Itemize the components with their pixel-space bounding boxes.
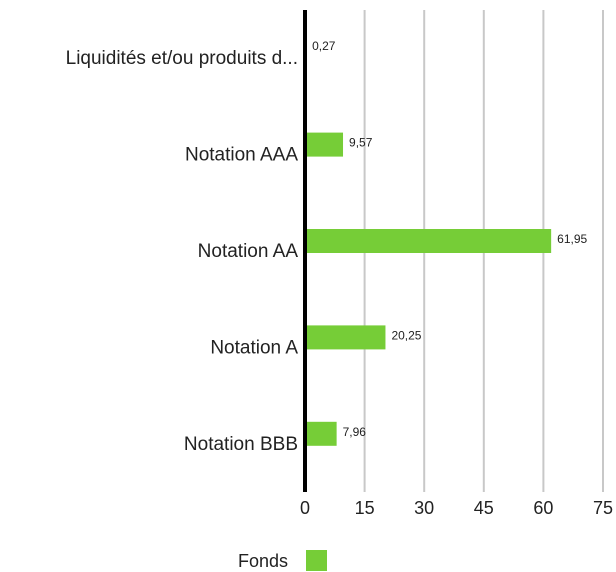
- data-label: 61,95: [557, 232, 587, 246]
- x-tick-label: 60: [533, 498, 553, 518]
- category-label: Liquidités et/ou produits d...: [66, 48, 298, 69]
- legend-label: Fonds: [238, 551, 289, 571]
- bar: [305, 132, 344, 157]
- data-label: 20,25: [391, 328, 421, 342]
- x-tick-label: 0: [300, 498, 310, 518]
- x-tick-label: 45: [474, 498, 494, 518]
- data-labels: 0,27 9,57 61,95 20,25 7,96: [312, 39, 587, 439]
- category-labels: Liquidités et/ou produits d... Notation A…: [66, 48, 299, 455]
- bar: [305, 229, 552, 253]
- x-tick-label: 30: [414, 498, 434, 518]
- x-tick-labels: 0 15 30 45 60 75: [300, 498, 613, 518]
- category-label: Notation BBB: [184, 434, 298, 455]
- bar: [305, 325, 386, 350]
- legend: Fonds: [0, 548, 616, 572]
- legend-swatch: [306, 550, 327, 571]
- x-tick-label: 15: [355, 498, 375, 518]
- category-label: Notation A: [210, 337, 298, 358]
- category-label: Notation AAA: [185, 145, 298, 166]
- data-label: 9,57: [349, 136, 373, 150]
- bars: [305, 36, 552, 446]
- data-label: 0,27: [312, 39, 336, 53]
- bar: [305, 421, 337, 446]
- category-label: Notation AA: [198, 241, 299, 262]
- bar-chart: 0,27 9,57 61,95 20,25 7,96 Liquidités et/ou …: [66, 10, 613, 518]
- x-tick-label: 75: [593, 498, 613, 518]
- data-label: 7,96: [343, 425, 367, 439]
